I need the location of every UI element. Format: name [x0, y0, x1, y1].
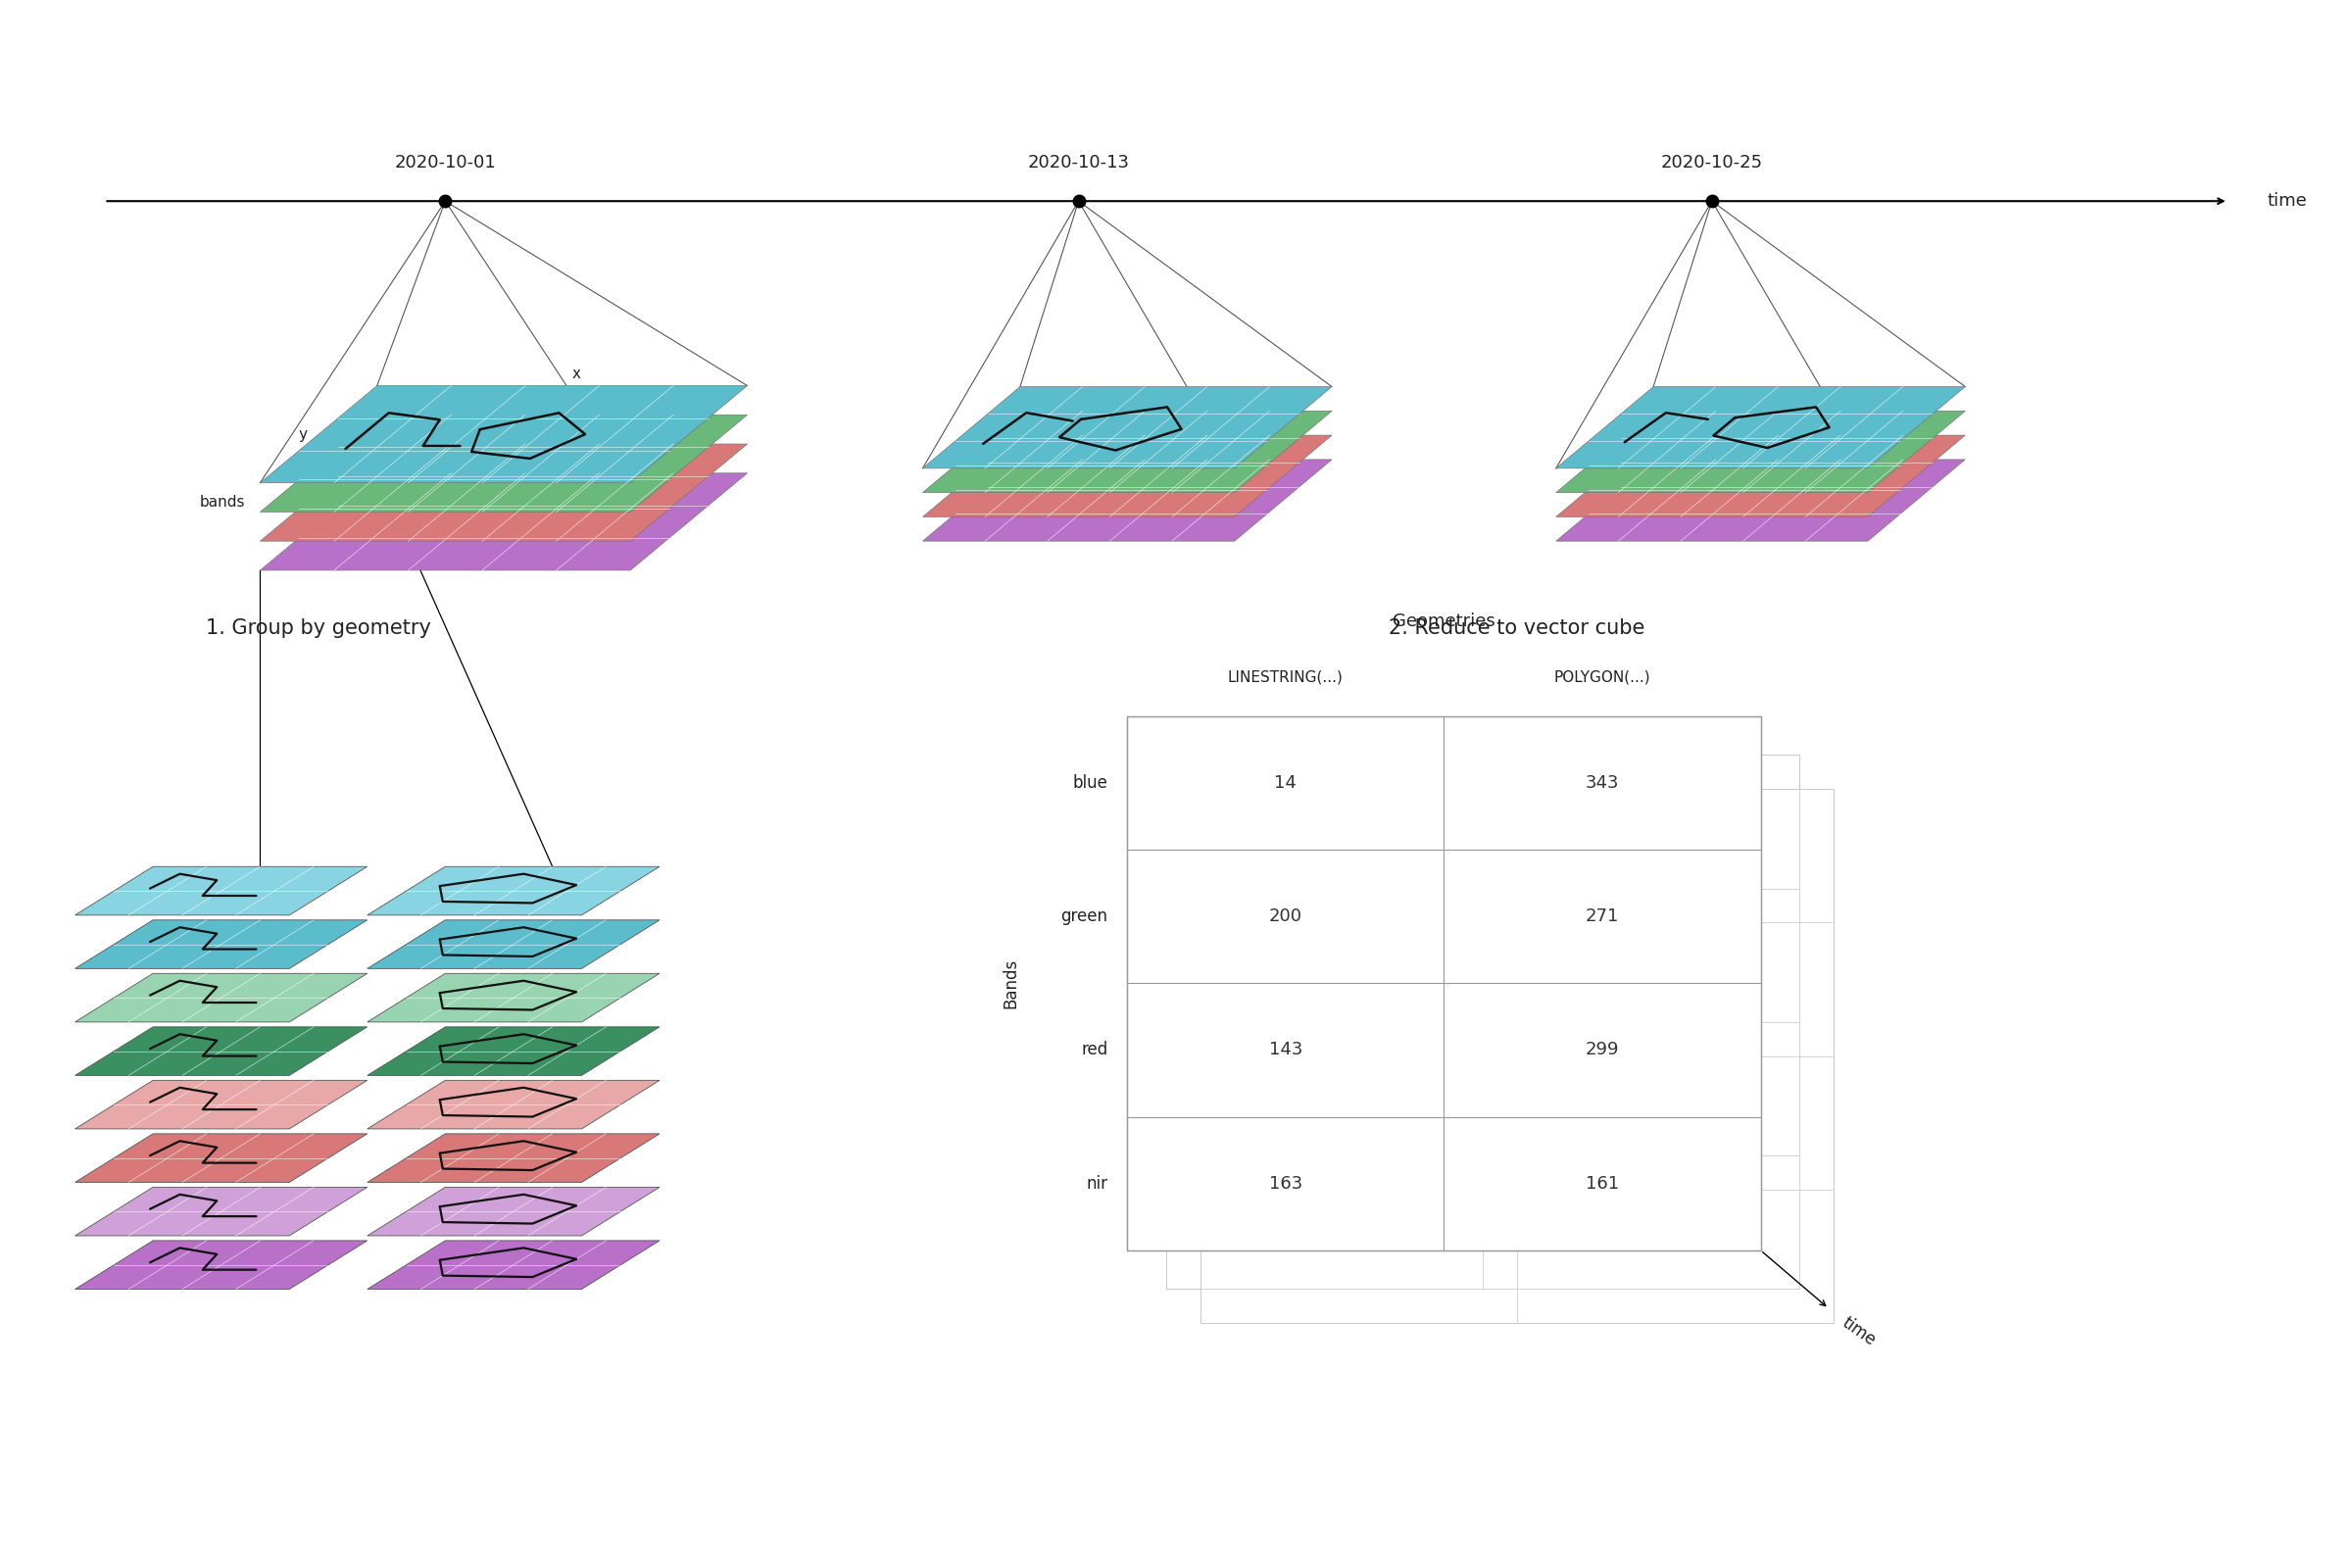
Text: green: green [1061, 908, 1108, 925]
Polygon shape [261, 444, 748, 541]
Text: 350: 350 [1312, 1215, 1338, 1229]
Text: 143: 143 [1268, 1041, 1303, 1058]
Bar [1127, 717, 1762, 1250]
Text: 389: 389 [1628, 1215, 1653, 1229]
Polygon shape [75, 867, 367, 916]
Text: blue: blue [1073, 775, 1108, 792]
Text: time: time [2267, 193, 2307, 210]
Polygon shape [1557, 436, 1966, 517]
Text: LINESTRING(...): LINESTRING(...) [1228, 670, 1343, 685]
Polygon shape [367, 1187, 659, 1236]
Bar [1167, 754, 1799, 1289]
Text: y: y [299, 426, 306, 442]
Text: x: x [572, 367, 581, 381]
Text: 2020-10-13: 2020-10-13 [1028, 154, 1129, 172]
Bar [1200, 789, 1835, 1323]
Polygon shape [367, 1240, 659, 1289]
Polygon shape [75, 920, 367, 969]
Polygon shape [1557, 411, 1966, 492]
Text: POLYGON(...): POLYGON(...) [1555, 670, 1651, 685]
Text: 161: 161 [1585, 1174, 1618, 1192]
Text: 538: 538 [1628, 949, 1653, 963]
Text: 385: 385 [1312, 1082, 1338, 1096]
Polygon shape [367, 1134, 659, 1182]
Polygon shape [75, 1240, 367, 1289]
Polygon shape [261, 416, 748, 513]
Text: 284: 284 [1628, 1082, 1653, 1096]
Text: 200: 200 [1270, 908, 1303, 925]
Text: 271: 271 [1585, 908, 1618, 925]
Polygon shape [922, 436, 1331, 517]
Text: 2. Reduce to vector cube: 2. Reduce to vector cube [1390, 619, 1644, 638]
Text: Bands: Bands [1002, 958, 1018, 1008]
Polygon shape [922, 411, 1331, 492]
Polygon shape [1557, 459, 1966, 541]
Polygon shape [922, 387, 1331, 469]
Text: 299: 299 [1585, 1041, 1618, 1058]
Text: Geometries: Geometries [1392, 613, 1496, 630]
Polygon shape [922, 459, 1331, 541]
Polygon shape [261, 386, 748, 483]
Polygon shape [1557, 387, 1966, 469]
Polygon shape [75, 1027, 367, 1076]
Text: time: time [1839, 1314, 1879, 1348]
Polygon shape [367, 920, 659, 969]
Polygon shape [367, 1027, 659, 1076]
Polygon shape [367, 974, 659, 1022]
Polygon shape [75, 1134, 367, 1182]
Text: nir: nir [1087, 1174, 1108, 1192]
Text: 14: 14 [1275, 775, 1296, 792]
Polygon shape [367, 1080, 659, 1129]
Polygon shape [261, 474, 748, 571]
Text: bands: bands [200, 495, 245, 510]
Text: 284: 284 [1345, 848, 1371, 862]
Text: 322: 322 [1312, 949, 1338, 963]
Text: 2020-10-25: 2020-10-25 [1661, 154, 1764, 172]
Text: 248: 248 [1663, 848, 1689, 862]
Text: 343: 343 [1585, 775, 1618, 792]
Polygon shape [367, 867, 659, 916]
Text: 2020-10-01: 2020-10-01 [395, 154, 496, 172]
Text: 77: 77 [1317, 815, 1334, 828]
Polygon shape [75, 1187, 367, 1236]
Text: red: red [1082, 1041, 1108, 1058]
Text: 163: 163 [1268, 1174, 1303, 1192]
Polygon shape [75, 974, 367, 1022]
Text: 329: 329 [1628, 815, 1653, 828]
Polygon shape [75, 1080, 367, 1129]
Text: 1. Group by geometry: 1. Group by geometry [207, 619, 430, 638]
